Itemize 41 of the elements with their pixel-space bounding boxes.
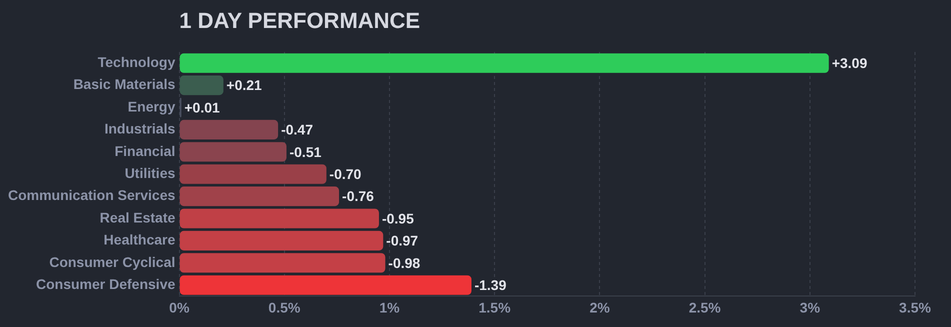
x-tick-label: 2% [590,299,610,316]
x-tick-label: 0.5% [268,299,301,316]
bar [180,142,286,162]
x-tick-label: 3.5% [899,299,932,316]
data-label: +0.21 [226,77,262,94]
x-tick-label: 0% [169,299,190,316]
data-label: -0.76 [342,188,374,204]
data-label: -0.98 [388,254,420,271]
y-tick-label: Technology [98,54,176,70]
bar [180,164,326,184]
y-tick-label: Real Estate [100,209,176,226]
bar [180,230,384,250]
y-tick-label: Utilities [124,164,176,181]
bar [180,208,379,228]
x-tick-label: 1% [379,299,400,316]
bar [180,253,386,273]
x-tick-label: 3% [800,299,821,316]
data-label: -0.70 [329,166,362,182]
y-tick-label: Financial [114,142,176,159]
data-label: -1.39 [474,276,507,293]
x-tick-label: 1.5% [478,299,512,316]
y-tick-label: Consumer Cyclical [49,254,176,270]
data-label: -0.47 [281,122,314,138]
bar [180,186,340,206]
data-label: -0.51 [289,144,322,160]
bar [180,53,829,73]
data-label: +0.01 [184,99,220,116]
bar [180,275,472,295]
y-tick-label: Consumer Defensive [36,276,176,292]
data-label: +3.09 [832,54,868,71]
y-tick-label: Healthcare [104,232,176,248]
y-tick-label: Communication Services [8,187,176,204]
y-tick-label: Industrials [104,120,176,137]
bar [180,120,278,140]
chart-title: 1 DAY PERFORMANCE [179,8,420,34]
bar [180,76,224,96]
x-tick-label: 2.5% [688,299,722,316]
data-label: -0.95 [382,210,414,226]
y-tick-label: Energy [128,98,176,114]
y-tick-label: Basic Materials [73,76,176,92]
data-label: -0.97 [386,232,418,249]
